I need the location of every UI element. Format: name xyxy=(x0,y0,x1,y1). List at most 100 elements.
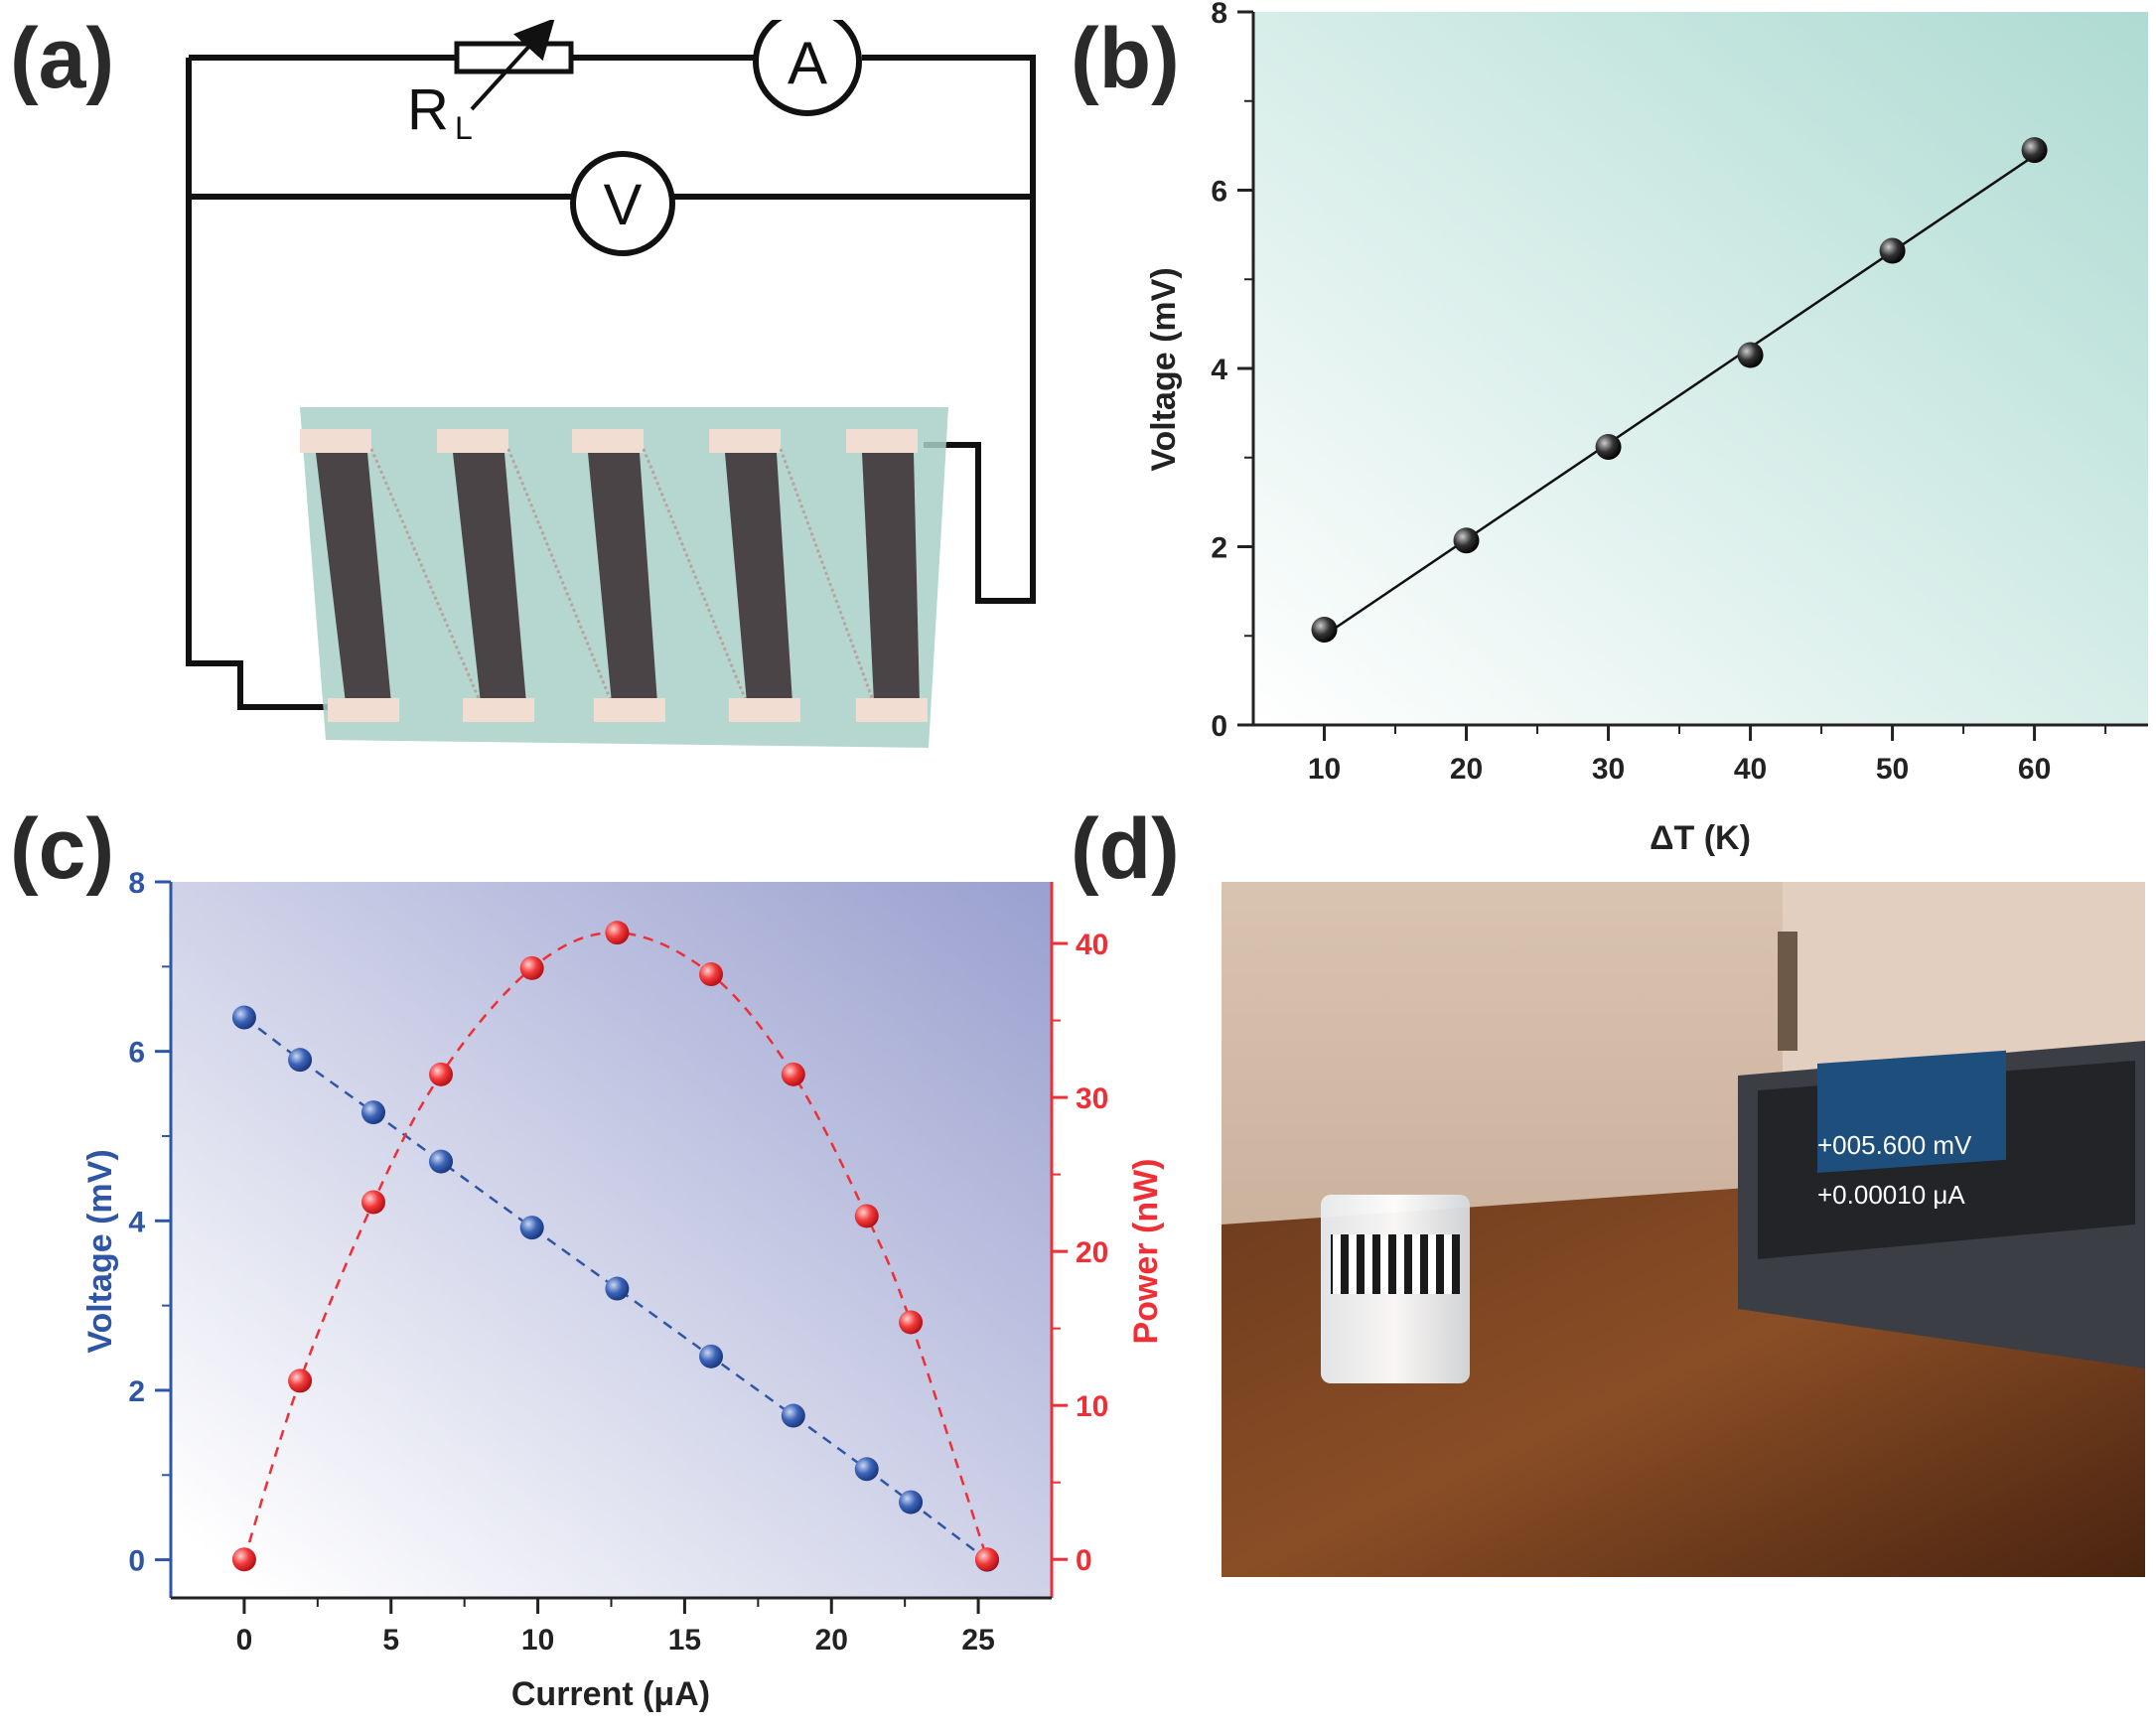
c-x-axis-label: Current (μA) xyxy=(511,1675,710,1713)
c-voltage-point xyxy=(899,1490,924,1514)
c-right-axis-label: Power (nW) xyxy=(1127,1159,1165,1345)
ammeter-label: A xyxy=(788,30,827,96)
b-data-point xyxy=(1737,342,1764,368)
b-y-tick-label: 6 xyxy=(1211,176,1227,209)
b-x-axis-label: ΔT (K) xyxy=(1650,819,1751,857)
panel-label-d: (d) xyxy=(1071,801,1180,897)
b-y-tick-label: 4 xyxy=(1211,354,1227,386)
variable-arrow xyxy=(470,20,555,111)
c-voltage-point xyxy=(605,1276,630,1301)
top-electrode xyxy=(437,429,508,453)
c-x-tick-label: 20 xyxy=(815,1624,848,1656)
b-y-tick-label: 8 xyxy=(1211,0,1227,30)
load-resistor xyxy=(454,41,574,74)
beaker-device-stripes xyxy=(1333,1234,1452,1294)
meter-screen xyxy=(1817,1050,2006,1174)
c-left-tick-label: 2 xyxy=(128,1375,145,1408)
panel-label-b: (b) xyxy=(1071,11,1180,106)
thermoelectric-leg xyxy=(588,453,657,703)
b-data-point xyxy=(1595,433,1622,460)
c-left-tick-label: 6 xyxy=(128,1037,145,1070)
top-electrode xyxy=(846,429,918,453)
b-x-tick-label: 20 xyxy=(1450,753,1483,786)
bottom-electrode xyxy=(729,698,800,722)
c-power-point xyxy=(605,921,630,945)
bottom-electrode xyxy=(594,698,665,722)
c-left-axis-label: Voltage (mV) xyxy=(81,1149,119,1353)
resistor-label: R xyxy=(407,77,449,142)
c-power-point xyxy=(429,1062,454,1086)
c-right-tick-label: 40 xyxy=(1076,929,1108,961)
top-electrode xyxy=(300,429,371,453)
meter-display-voltage: +005.600 mV xyxy=(1817,1130,1972,1160)
thermoelectric-legs xyxy=(300,429,928,722)
c-power-point xyxy=(899,1310,924,1335)
chart-voltage-vs-deltaT: 10 20 30 40 50 60 0 2 4 6 8 ΔT (K) Voltage (mV) xyxy=(1145,0,2148,857)
c-voltage-point xyxy=(231,1005,256,1030)
bottom-electrode xyxy=(856,698,928,722)
box-tape xyxy=(1778,932,1797,1051)
c-power-point xyxy=(288,1368,313,1393)
panel-label-c: (c) xyxy=(10,801,115,897)
left-wire xyxy=(186,58,343,710)
c-power-point xyxy=(699,962,724,987)
setup-photo-drawing xyxy=(1222,882,2145,1577)
c-voltage-point xyxy=(429,1149,454,1174)
setup-photo: +005.600 mV +0.00010 μA xyxy=(1222,882,2145,1577)
c-power-point xyxy=(231,1547,256,1572)
c-x-tick-label: 5 xyxy=(382,1624,399,1656)
c-right-tick-label: 10 xyxy=(1076,1390,1108,1423)
b-x-tick-label: 50 xyxy=(1876,753,1909,786)
interconnect xyxy=(642,448,749,704)
c-voltage-point xyxy=(781,1403,805,1428)
c-left-tick-label: 4 xyxy=(128,1206,145,1238)
plot-area-b xyxy=(1253,12,2148,725)
c-x-tick-label: 25 xyxy=(961,1624,994,1656)
b-data-point xyxy=(1453,527,1480,554)
voltmeter-label: V xyxy=(604,173,643,237)
c-voltage-line xyxy=(243,1016,988,1561)
c-voltage-point xyxy=(854,1457,879,1482)
interconnect xyxy=(369,448,483,704)
thermoelectric-leg xyxy=(862,453,920,703)
c-power-point xyxy=(974,1547,999,1572)
b-data-point xyxy=(2021,137,2048,164)
thermoelectric-leg xyxy=(316,453,391,703)
b-fit-line xyxy=(1323,154,2036,637)
bottom-electrode xyxy=(463,698,534,722)
c-power-point xyxy=(781,1062,805,1086)
b-data-point xyxy=(1311,616,1338,643)
ammeter xyxy=(753,20,862,116)
b-data-point xyxy=(1879,237,1906,264)
c-left-tick-label: 8 xyxy=(128,867,145,900)
circuit-diagram: R L A V xyxy=(186,20,1036,748)
c-right-tick-label: 20 xyxy=(1076,1236,1108,1269)
c-voltage-point xyxy=(288,1048,313,1073)
chart-voltage-power-vs-current: 0 5 10 15 20 25 0 2 4 6 8 0 10 20 30 40 Current (μA) Vo… xyxy=(81,867,1165,1713)
b-y-axis-label: Voltage (mV) xyxy=(1145,267,1183,471)
b-x-tick-label: 30 xyxy=(1592,753,1625,786)
c-x-tick-label: 0 xyxy=(236,1624,253,1656)
b-x-tick-label: 10 xyxy=(1308,753,1341,786)
c-x-tick-label: 15 xyxy=(668,1624,701,1656)
b-y-tick-label: 2 xyxy=(1211,532,1227,565)
bottom-electrode xyxy=(328,698,399,722)
b-x-tick-label: 40 xyxy=(1734,753,1767,786)
c-power-point xyxy=(519,955,544,980)
c-voltage-point xyxy=(361,1100,386,1125)
interconnect xyxy=(506,448,614,704)
meter-display-current: +0.00010 μA xyxy=(1817,1180,1965,1210)
panel-label-a: (a) xyxy=(10,11,115,106)
resistor-subscript: L xyxy=(455,110,473,146)
c-power-point xyxy=(854,1204,879,1228)
b-x-tick-label: 60 xyxy=(2018,753,2051,786)
plot-area-c xyxy=(171,882,1052,1598)
top-electrode xyxy=(709,429,781,453)
c-power-point xyxy=(361,1190,386,1215)
c-voltage-point xyxy=(699,1344,724,1368)
c-right-tick-label: 30 xyxy=(1076,1082,1108,1115)
top-wire xyxy=(189,55,1036,604)
top-electrode xyxy=(572,429,644,453)
thermoelectric-leg xyxy=(453,453,526,703)
b-y-tick-label: 0 xyxy=(1211,710,1227,743)
